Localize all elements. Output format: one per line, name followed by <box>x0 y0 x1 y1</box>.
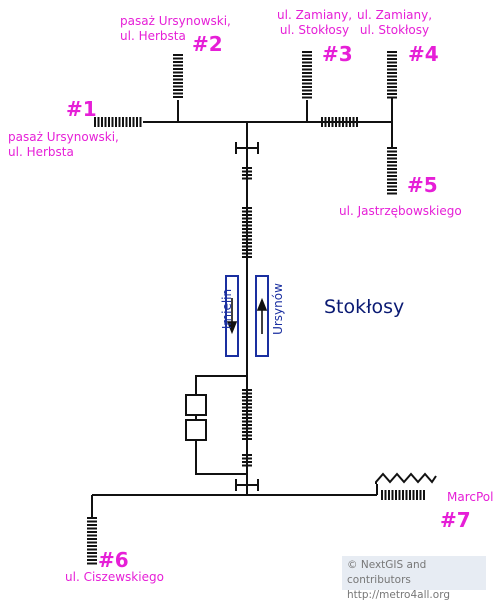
exit-5-number: #5 <box>407 173 438 197</box>
credit-line-1: © NextGIS and contributors <box>347 559 427 586</box>
exit-2-street: pasaż Ursynowski, ul. Herbsta <box>120 14 231 44</box>
main-stairs-lower <box>242 389 252 440</box>
turnstile-lower <box>235 479 259 491</box>
exit-6-number: #6 <box>98 548 129 572</box>
exit-6-stairs <box>87 517 97 565</box>
turnstiles <box>235 142 259 491</box>
exit-3-number: #3 <box>322 42 353 66</box>
exit-3-street-line-1: ul. Zamiany, <box>277 8 353 22</box>
arrow-up-icon <box>256 297 268 334</box>
exit-1-stairs <box>94 117 142 127</box>
exit-4-street-line-1: ul. Zamiany, <box>357 8 433 22</box>
platform-ursynow <box>255 275 269 357</box>
turnstile-upper <box>235 142 259 154</box>
exit-3-street: ul. Zamiany, ul. Stokłosy <box>277 8 352 38</box>
exit-5-street: ul. Jastrzębowskiego <box>339 204 462 219</box>
exit-2-street-line-1: pasaż Ursynowski, <box>120 14 231 28</box>
credit-box: © NextGIS and contributors http://metro4… <box>342 556 486 601</box>
station-name: Stokłosy <box>324 296 405 318</box>
exit-6-street-line-1: ul. Ciszewskiego <box>65 570 164 584</box>
exit-7-number: #7 <box>440 508 471 532</box>
exit-3-street-line-2: ul. Stokłosy <box>279 23 350 37</box>
stairs <box>87 51 425 565</box>
elevator-upper <box>185 394 207 416</box>
exit-5-street-line-1: ul. Jastrzębowskiego <box>339 204 462 218</box>
exit-4-stairs <box>387 51 397 99</box>
exit-1-street: pasaż Ursynowski, ul. Herbsta <box>8 130 119 160</box>
platform-imielin <box>225 275 239 357</box>
exit-3-stairs <box>302 51 312 99</box>
exit-5-stairs <box>387 147 397 195</box>
exit-2-street-line-2: ul. Herbsta <box>120 29 186 43</box>
main-stairs-upper <box>242 167 252 180</box>
platforms <box>225 275 269 357</box>
arrow-down-icon <box>226 298 238 335</box>
main-stairs-mid <box>242 207 252 258</box>
elevators <box>185 394 207 441</box>
exit-7-street-line-1: MarcPol <box>447 490 494 504</box>
corridor-stairs-right <box>321 117 358 127</box>
exit-4-street-line-2: ul. Stokłosy <box>359 23 430 37</box>
main-stairs-bottom <box>242 454 252 467</box>
direction-label-ursynow: Ursynów <box>271 283 285 335</box>
exit-7-stairs <box>381 490 425 500</box>
exit-2-stairs <box>173 54 183 98</box>
marcpol-ramp-zigzag <box>375 472 437 484</box>
direction-label-imielin: Imielin <box>220 288 234 330</box>
exit-1-street-line-2: ul. Herbsta <box>8 145 74 159</box>
exit-1-number: #1 <box>66 97 97 121</box>
elevator-lower <box>185 419 207 441</box>
exit-4-number: #4 <box>408 42 439 66</box>
exit-7-street: MarcPol <box>447 490 493 505</box>
exit-6-street: ul. Ciszewskiego <box>65 570 164 585</box>
exit-1-street-line-1: pasaż Ursynowski, <box>8 130 119 144</box>
exit-4-street: ul. Zamiany, ul. Stokłosy <box>357 8 432 38</box>
exit-2-number: #2 <box>192 32 223 56</box>
